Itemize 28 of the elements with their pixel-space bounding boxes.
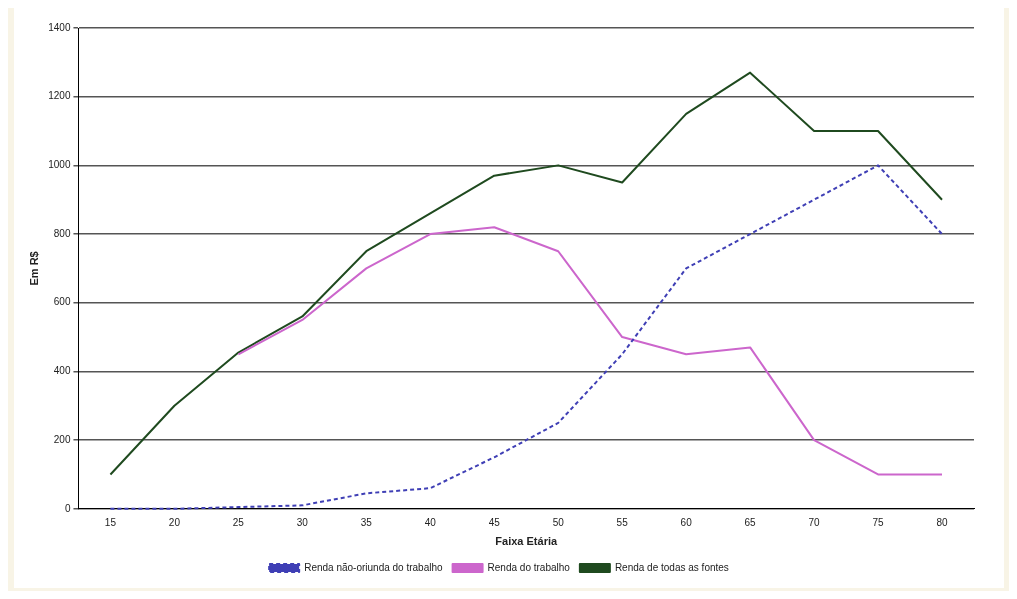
x-tick-label: 15 (104, 516, 117, 528)
x-tick-label: 55 (616, 516, 629, 528)
legend-label: Renda do trabalho (487, 561, 571, 573)
x-tick-label: 30 (296, 516, 309, 528)
line-series (109, 164, 944, 510)
y-tick-label: 0 (64, 502, 71, 514)
x-tick-label: 35 (360, 516, 373, 528)
y-tick-label: 1400 (48, 21, 71, 33)
x-axis-title: Faixa Etária (495, 535, 558, 548)
y-tick-label: 600 (53, 296, 71, 308)
y-tick-label: 400 (53, 365, 71, 377)
x-tick-label: 80 (936, 516, 949, 528)
legend-label: Renda de todas as fontes (614, 561, 729, 573)
x-tick-label: 70 (808, 516, 821, 528)
y-tick-label: 1000 (48, 159, 71, 171)
y-tick-label: 200 (53, 433, 71, 445)
x-tick-label: 65 (744, 516, 757, 528)
y-axis-title: Em R$ (27, 251, 40, 286)
y-tick-label: 1200 (48, 90, 71, 102)
x-tick-label: 20 (168, 516, 181, 528)
x-tick-label: 75 (872, 516, 885, 528)
x-tick-label: 40 (424, 516, 437, 528)
x-tick-label: 45 (488, 516, 501, 528)
x-tick-label: 50 (552, 516, 565, 528)
legend-label: Renda não-oriunda do trabalho (304, 561, 444, 573)
x-tick-label: 25 (232, 516, 245, 528)
x-tick-label: 60 (680, 516, 693, 528)
y-tick-label: 800 (53, 227, 71, 239)
